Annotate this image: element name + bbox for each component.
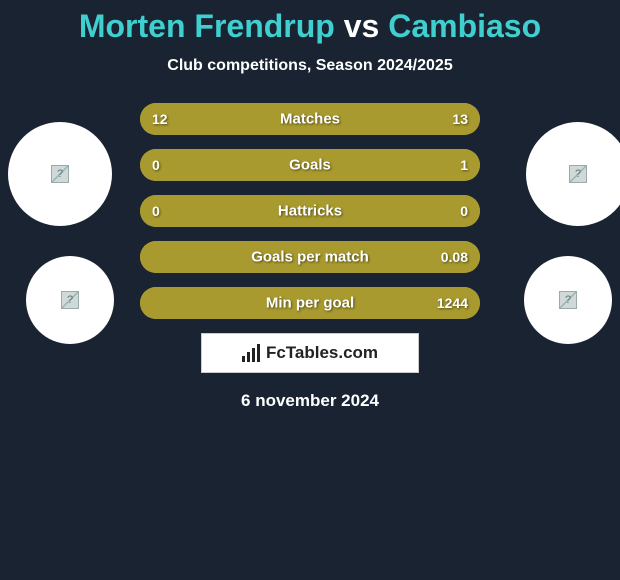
stat-row: Goals per match 0.08: [140, 241, 480, 273]
date-text: 6 november 2024: [0, 391, 620, 411]
subtitle: Club competitions, Season 2024/2025: [0, 57, 620, 75]
stat-row: Min per goal 1244: [140, 287, 480, 319]
broken-image-icon: ?: [559, 291, 577, 309]
page-title: Morten Frendrup vs Cambiaso: [0, 8, 620, 45]
stat-value-left: 12: [152, 111, 168, 127]
comparison-card: Morten Frendrup vs Cambiaso Club competi…: [0, 0, 620, 411]
brand-badge: FcTables.com: [201, 333, 419, 373]
stat-label: Hattricks: [278, 203, 342, 220]
title-player2: Cambiaso: [388, 8, 541, 44]
title-vs: vs: [344, 8, 380, 44]
stat-row: Goals 0 1: [140, 149, 480, 181]
avatar-club1: ?: [26, 256, 114, 344]
stat-label: Matches: [280, 111, 340, 128]
stat-label: Goals per match: [251, 249, 369, 266]
broken-image-icon: ?: [51, 165, 69, 183]
stat-value-right: 1244: [437, 295, 468, 311]
avatar-player1: ?: [8, 122, 112, 226]
stat-row: Hattricks 0 0: [140, 195, 480, 227]
avatar-player2: ?: [526, 122, 620, 226]
stat-value-right: 1: [460, 157, 468, 173]
stat-label: Min per goal: [266, 295, 354, 312]
stat-row: Matches 12 13: [140, 103, 480, 135]
broken-image-icon: ?: [61, 291, 79, 309]
bar-right: [208, 149, 480, 181]
stat-value-right: 0.08: [441, 249, 468, 265]
stat-label: Goals: [289, 157, 331, 174]
stat-value-left: 0: [152, 157, 160, 173]
title-player1: Morten Frendrup: [79, 8, 335, 44]
stats-bars: Matches 12 13 Goals 0 1 Hattricks 0 0 Goals per m…: [140, 103, 480, 319]
brand-text: FcTables.com: [266, 343, 378, 363]
broken-image-icon: ?: [569, 165, 587, 183]
stat-value-right: 0: [460, 203, 468, 219]
bar-chart-icon: [242, 344, 260, 362]
stat-value-left: 0: [152, 203, 160, 219]
avatar-club2: ?: [524, 256, 612, 344]
stat-value-right: 13: [452, 111, 468, 127]
